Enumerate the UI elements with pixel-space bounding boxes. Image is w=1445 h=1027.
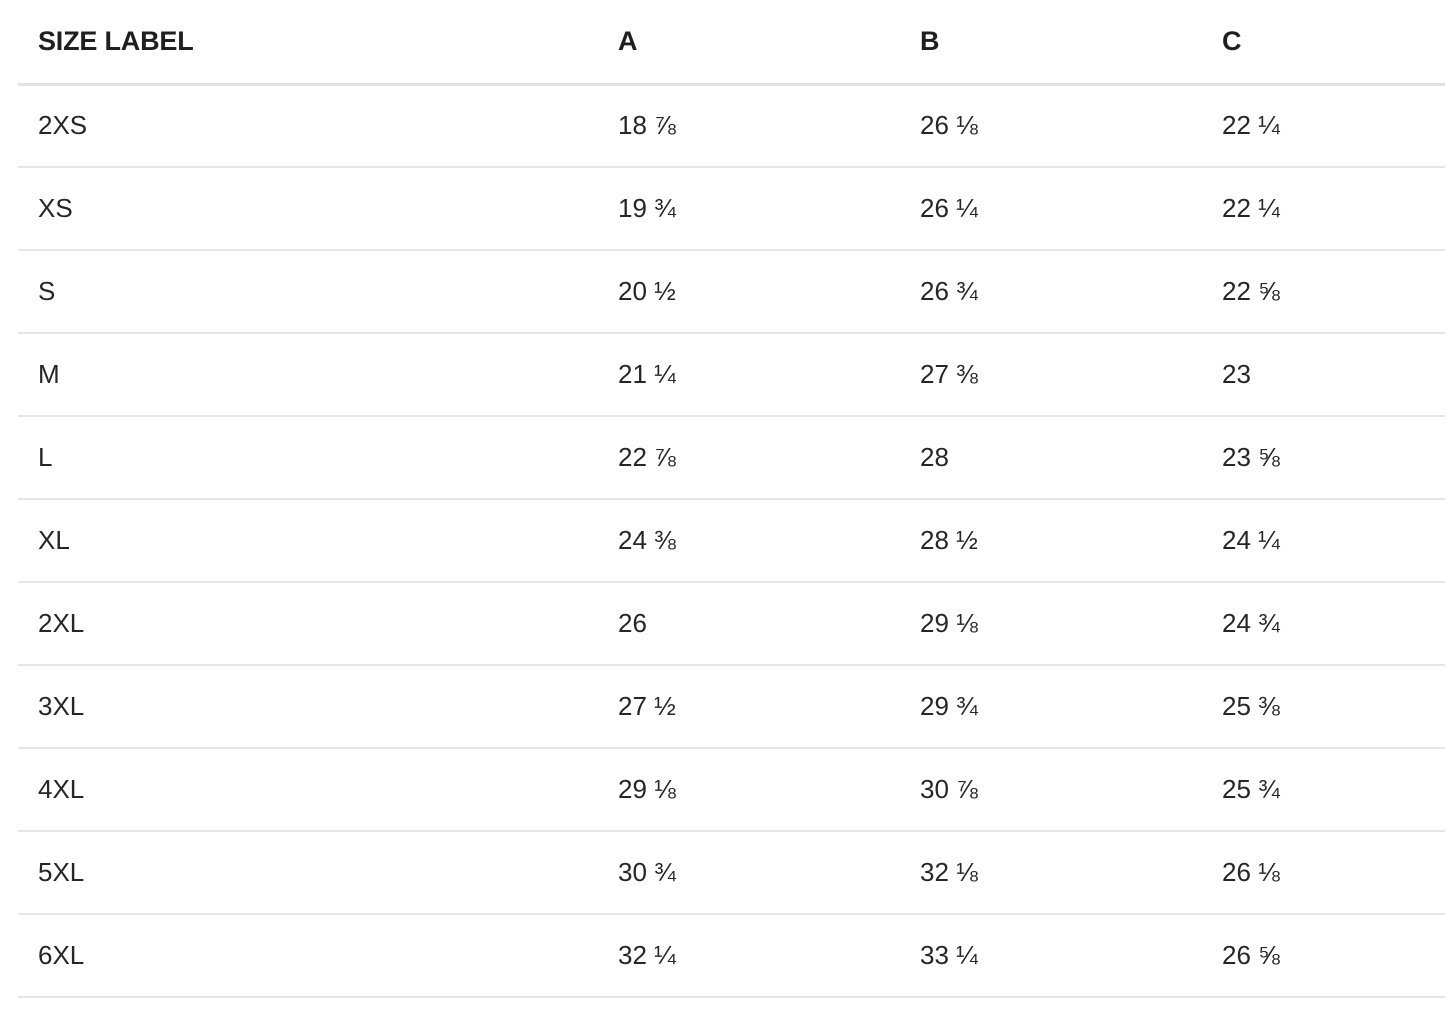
size-label-cell: S (18, 250, 598, 334)
measurement-c-cell: 26 ⅛ (1202, 831, 1445, 915)
size-label-cell: 2XL (18, 582, 598, 666)
measurement-c-cell: 22 ¼ (1202, 84, 1445, 168)
size-chart-header: SIZE LABEL A B C (18, 0, 1445, 86)
header-size-label: SIZE LABEL (18, 0, 598, 86)
size-label-cell: 6XL (18, 914, 598, 998)
measurement-c-cell: 25 ⅜ (1202, 665, 1445, 749)
size-label-cell: 3XL (18, 665, 598, 749)
size-chart-table: SIZE LABEL A B C 2XS 18 ⅞ 26 ⅛ 22 ¼ XS 1… (18, 0, 1445, 998)
size-chart: SIZE LABEL A B C 2XS 18 ⅞ 26 ⅛ 22 ¼ XS 1… (18, 0, 1445, 998)
measurement-a-cell: 32 ¼ (598, 914, 900, 998)
measurement-c-cell: 25 ¾ (1202, 748, 1445, 832)
measurement-a-cell: 20 ½ (598, 250, 900, 334)
measurement-a-cell: 30 ¾ (598, 831, 900, 915)
table-row: 3XL 27 ½ 29 ¾ 25 ⅜ (18, 665, 1445, 749)
measurement-c-cell: 22 ⅝ (1202, 250, 1445, 334)
measurement-b-cell: 29 ⅛ (900, 582, 1202, 666)
header-c: C (1202, 0, 1445, 86)
size-label-cell: M (18, 333, 598, 417)
measurement-b-cell: 29 ¾ (900, 665, 1202, 749)
measurement-b-cell: 26 ¾ (900, 250, 1202, 334)
size-label-cell: XS (18, 167, 598, 251)
table-row: S 20 ½ 26 ¾ 22 ⅝ (18, 250, 1445, 334)
table-row: 2XL 26 29 ⅛ 24 ¾ (18, 582, 1445, 666)
header-b: B (900, 0, 1202, 86)
measurement-c-cell: 23 (1202, 333, 1445, 417)
size-label-cell: 2XS (18, 84, 598, 168)
measurement-b-cell: 26 ¼ (900, 167, 1202, 251)
table-row: 2XS 18 ⅞ 26 ⅛ 22 ¼ (18, 84, 1445, 168)
table-row: L 22 ⅞ 28 23 ⅝ (18, 416, 1445, 500)
measurement-b-cell: 28 (900, 416, 1202, 500)
table-row: XS 19 ¾ 26 ¼ 22 ¼ (18, 167, 1445, 251)
size-label-cell: 5XL (18, 831, 598, 915)
measurement-a-cell: 18 ⅞ (598, 84, 900, 168)
header-a: A (598, 0, 900, 86)
table-row: 5XL 30 ¾ 32 ⅛ 26 ⅛ (18, 831, 1445, 915)
measurement-c-cell: 24 ¼ (1202, 499, 1445, 583)
measurement-b-cell: 26 ⅛ (900, 84, 1202, 168)
measurement-b-cell: 33 ¼ (900, 914, 1202, 998)
table-row: 4XL 29 ⅛ 30 ⅞ 25 ¾ (18, 748, 1445, 832)
header-row: SIZE LABEL A B C (18, 0, 1445, 86)
measurement-a-cell: 29 ⅛ (598, 748, 900, 832)
size-chart-body: 2XS 18 ⅞ 26 ⅛ 22 ¼ XS 19 ¾ 26 ¼ 22 ¼ S 2… (18, 84, 1445, 998)
measurement-a-cell: 19 ¾ (598, 167, 900, 251)
measurement-c-cell: 24 ¾ (1202, 582, 1445, 666)
measurement-a-cell: 27 ½ (598, 665, 900, 749)
table-row: 6XL 32 ¼ 33 ¼ 26 ⅝ (18, 914, 1445, 998)
table-row: M 21 ¼ 27 ⅜ 23 (18, 333, 1445, 417)
table-row: XL 24 ⅜ 28 ½ 24 ¼ (18, 499, 1445, 583)
measurement-b-cell: 32 ⅛ (900, 831, 1202, 915)
size-label-cell: 4XL (18, 748, 598, 832)
measurement-c-cell: 26 ⅝ (1202, 914, 1445, 998)
measurement-b-cell: 30 ⅞ (900, 748, 1202, 832)
size-label-cell: L (18, 416, 598, 500)
measurement-a-cell: 21 ¼ (598, 333, 900, 417)
size-label-cell: XL (18, 499, 598, 583)
measurement-b-cell: 27 ⅜ (900, 333, 1202, 417)
measurement-a-cell: 26 (598, 582, 900, 666)
measurement-b-cell: 28 ½ (900, 499, 1202, 583)
measurement-a-cell: 22 ⅞ (598, 416, 900, 500)
measurement-a-cell: 24 ⅜ (598, 499, 900, 583)
measurement-c-cell: 22 ¼ (1202, 167, 1445, 251)
measurement-c-cell: 23 ⅝ (1202, 416, 1445, 500)
